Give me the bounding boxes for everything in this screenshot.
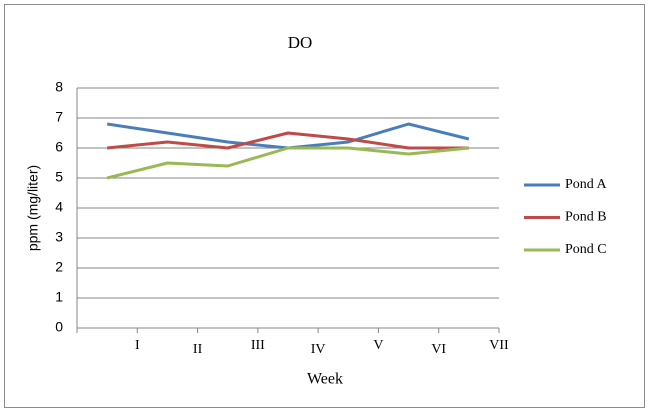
series-line (106, 131, 469, 150)
x-tick-label: VI (431, 342, 446, 357)
chart-border (4, 4, 645, 408)
legend-label: Pond A (565, 177, 608, 192)
x-tick-label: I (135, 338, 140, 353)
x-tick-label: V (373, 338, 383, 353)
y-tick-label: 2 (55, 259, 63, 275)
y-tick-label: 5 (55, 169, 63, 185)
x-tick-label: III (251, 338, 265, 353)
y-tick-label: 6 (55, 139, 63, 155)
series-line (106, 146, 470, 180)
y-tick-label: 0 (55, 319, 63, 335)
y-tick-label: 4 (55, 199, 63, 215)
x-axis-label: Week (307, 371, 343, 388)
x-tick-label: II (193, 342, 203, 357)
legend-label: Pond B (565, 210, 607, 225)
y-tick-label: 8 (55, 79, 63, 95)
y-tick-label: 1 (55, 289, 63, 305)
x-tick-label: IV (311, 342, 326, 357)
y-tick-label: 7 (55, 109, 63, 125)
y-tick-label: 3 (55, 229, 63, 245)
x-tick-label: VII (489, 338, 509, 353)
chart-title: DO (288, 33, 313, 52)
y-axis-label: ppm (mg/liter) (25, 165, 41, 251)
legend-label: Pond C (565, 242, 607, 257)
